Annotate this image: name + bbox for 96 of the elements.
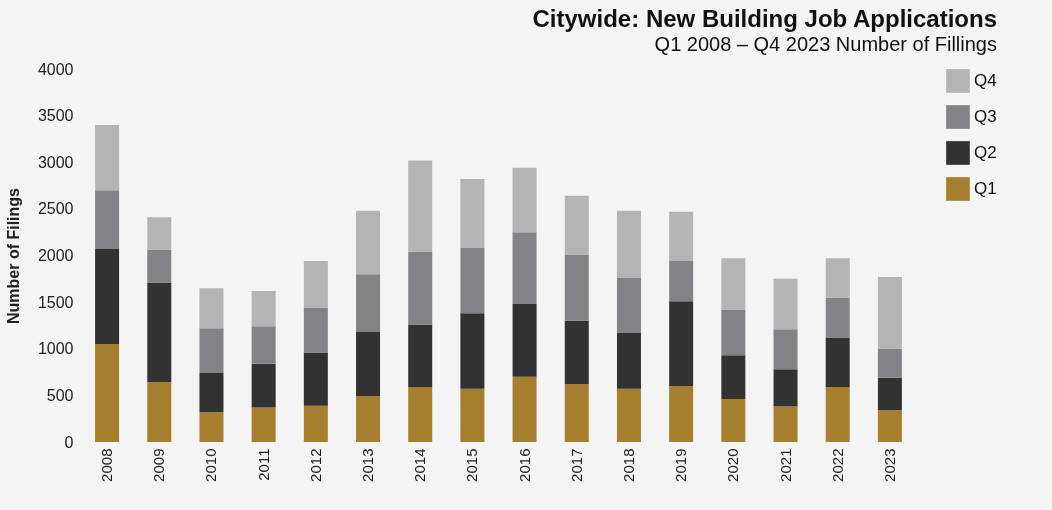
- legend-label: Q3: [974, 107, 997, 126]
- bar: [721, 309, 746, 356]
- bar: [669, 301, 694, 387]
- y-tick-label: 500: [46, 386, 74, 404]
- bar: [512, 232, 537, 304]
- bar: [721, 399, 746, 442]
- bar: [564, 320, 589, 385]
- bar: [773, 406, 798, 442]
- chart-title: Citywide: New Building Job Applications: [532, 5, 997, 32]
- bar: [616, 210, 641, 278]
- y-tick-label: 2000: [37, 247, 74, 264]
- bar: [564, 384, 589, 442]
- bar: [408, 386, 433, 442]
- x-tick-label: 2013: [359, 448, 377, 482]
- bar: [303, 307, 328, 353]
- bar: [512, 303, 537, 377]
- bar: [147, 382, 172, 442]
- bar: [199, 373, 224, 413]
- bar: [408, 324, 433, 387]
- x-tick-label: 2018: [619, 448, 637, 482]
- bar: [721, 258, 746, 310]
- x-tick-label: 2020: [724, 448, 742, 482]
- bar: [825, 337, 850, 387]
- x-tick-label: 2012: [306, 448, 324, 482]
- chart-subtitle: Q1 2008 – Q4 2023 Number of Fillings: [654, 33, 997, 55]
- x-tick-label: 2008: [98, 448, 116, 482]
- legend-label: Q2: [974, 143, 997, 162]
- x-tick-label: 2015: [463, 448, 481, 482]
- bar: [825, 386, 850, 442]
- bar: [408, 251, 433, 325]
- x-tick-label: 2010: [202, 448, 220, 482]
- x-tick-label: 2021: [776, 448, 794, 482]
- bar: [460, 388, 485, 442]
- x-tick-label: 2022: [828, 448, 846, 482]
- x-tick-label: 2023: [880, 448, 898, 482]
- bar: [877, 276, 902, 349]
- bar: [825, 297, 850, 338]
- bar: [95, 124, 120, 191]
- bar: [669, 386, 694, 442]
- bar: [773, 369, 798, 407]
- bar: [251, 290, 276, 327]
- bar: [564, 254, 589, 321]
- bar: [773, 278, 798, 330]
- legend-label: Q4: [974, 71, 997, 90]
- bar: [356, 331, 381, 397]
- y-tick-label: 3500: [37, 107, 74, 125]
- bar: [877, 410, 902, 442]
- bar: [303, 261, 328, 308]
- bar: [616, 388, 641, 442]
- y-tick-label: 4000: [37, 60, 74, 78]
- bar: [408, 160, 433, 252]
- bar: [251, 407, 276, 442]
- bar: [356, 210, 381, 275]
- bar: [356, 274, 381, 332]
- y-tick-label: 3000: [37, 153, 74, 171]
- bar: [95, 248, 120, 345]
- bar: [95, 190, 120, 249]
- bar: [512, 167, 537, 233]
- bar: [95, 344, 120, 442]
- y-axis-title: Number of Filings: [4, 187, 22, 324]
- bar: [251, 363, 276, 408]
- x-tick-label: 2019: [672, 448, 690, 482]
- x-tick-label: 2009: [150, 448, 168, 482]
- y-tick-label: 0: [64, 433, 74, 451]
- bar: [877, 377, 902, 411]
- bar: [303, 405, 328, 442]
- bar: [199, 412, 224, 442]
- bar: [460, 248, 485, 314]
- bar: [721, 355, 746, 400]
- x-tick-label: 2017: [567, 448, 585, 482]
- bar: [147, 282, 172, 383]
- bar: [616, 332, 641, 389]
- x-tick-label: 2016: [515, 448, 533, 482]
- y-tick-label: 2500: [37, 200, 74, 218]
- bar: [564, 195, 589, 255]
- bar: [251, 326, 276, 364]
- bar: [460, 313, 485, 389]
- bar: [356, 396, 381, 442]
- bar: [512, 376, 537, 442]
- bar: [147, 249, 172, 283]
- bar: [199, 328, 224, 373]
- x-tick-label: 2011: [254, 448, 272, 481]
- bar: [877, 348, 902, 378]
- bar: [303, 352, 328, 406]
- x-tick-label: 2014: [411, 448, 429, 482]
- bar: [669, 211, 694, 262]
- y-tick-label: 1500: [37, 293, 74, 311]
- bar: [460, 179, 485, 249]
- bar: [773, 329, 798, 370]
- bar: [147, 217, 172, 250]
- y-tick-label: 1000: [37, 340, 74, 358]
- bar: [669, 261, 694, 302]
- bar: [825, 258, 850, 298]
- bar: [616, 277, 641, 333]
- bar: [199, 288, 224, 329]
- legend-label: Q1: [974, 179, 997, 198]
